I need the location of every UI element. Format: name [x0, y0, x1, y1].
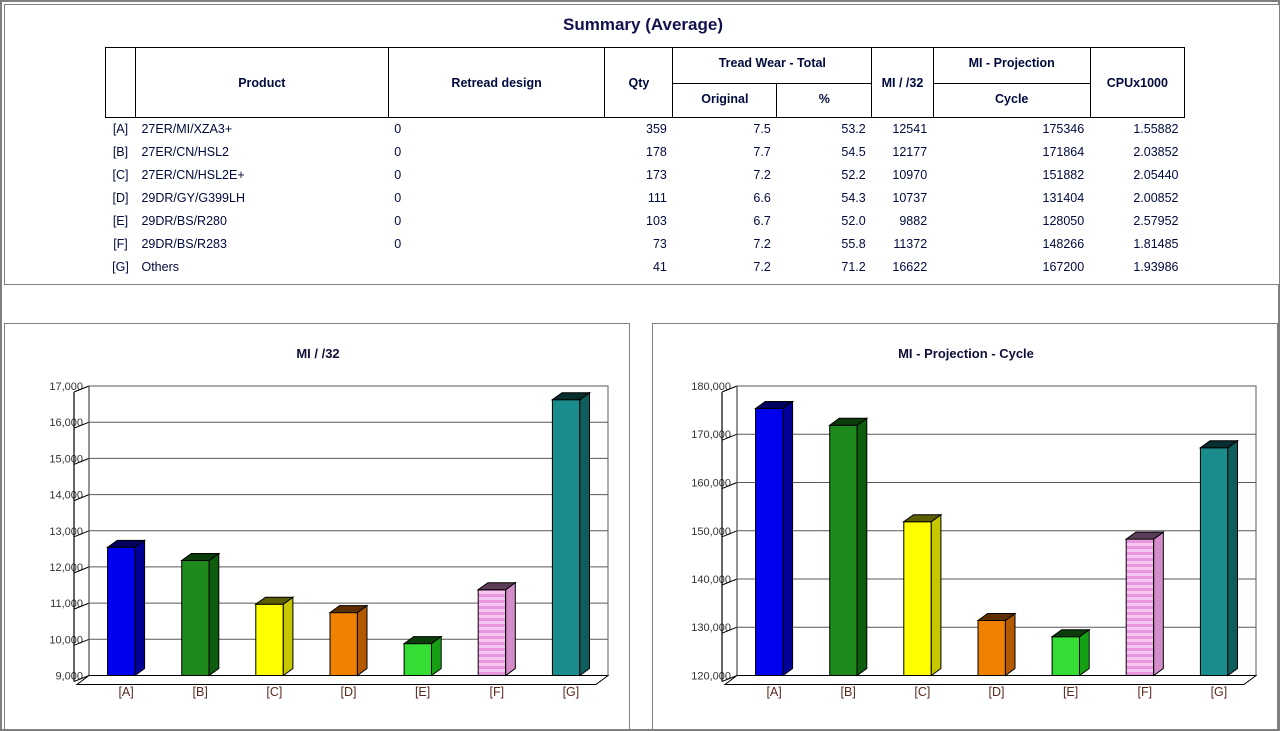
svg-text:[A]: [A] [118, 685, 133, 699]
svg-text:[D]: [D] [341, 685, 357, 699]
svg-text:[E]: [E] [415, 685, 430, 699]
svg-text:[D]: [D] [989, 685, 1005, 699]
svg-text:17,000: 17,000 [49, 381, 83, 393]
svg-text:16,000: 16,000 [49, 417, 83, 429]
svg-text:[C]: [C] [914, 685, 930, 699]
svg-text:15,000: 15,000 [49, 453, 83, 465]
svg-text:MI / /32: MI / /32 [296, 346, 339, 361]
svg-text:9,000: 9,000 [55, 671, 83, 683]
svg-text:[E]: [E] [1063, 685, 1078, 699]
svg-text:[A]: [A] [766, 685, 781, 699]
svg-text:[F]: [F] [490, 685, 505, 699]
svg-text:13,000: 13,000 [49, 526, 83, 538]
svg-text:[C]: [C] [266, 685, 282, 699]
svg-text:MI - Projection - Cycle: MI - Projection - Cycle [898, 346, 1034, 361]
svg-text:[B]: [B] [841, 685, 856, 699]
svg-text:10,000: 10,000 [49, 634, 83, 646]
svg-text:11,000: 11,000 [50, 598, 83, 610]
svg-text:[G]: [G] [563, 685, 580, 699]
svg-text:[F]: [F] [1138, 685, 1153, 699]
svg-text:[G]: [G] [1211, 685, 1228, 699]
svg-text:12,000: 12,000 [49, 562, 83, 574]
svg-text:14,000: 14,000 [49, 490, 83, 502]
svg-text:[B]: [B] [193, 685, 208, 699]
